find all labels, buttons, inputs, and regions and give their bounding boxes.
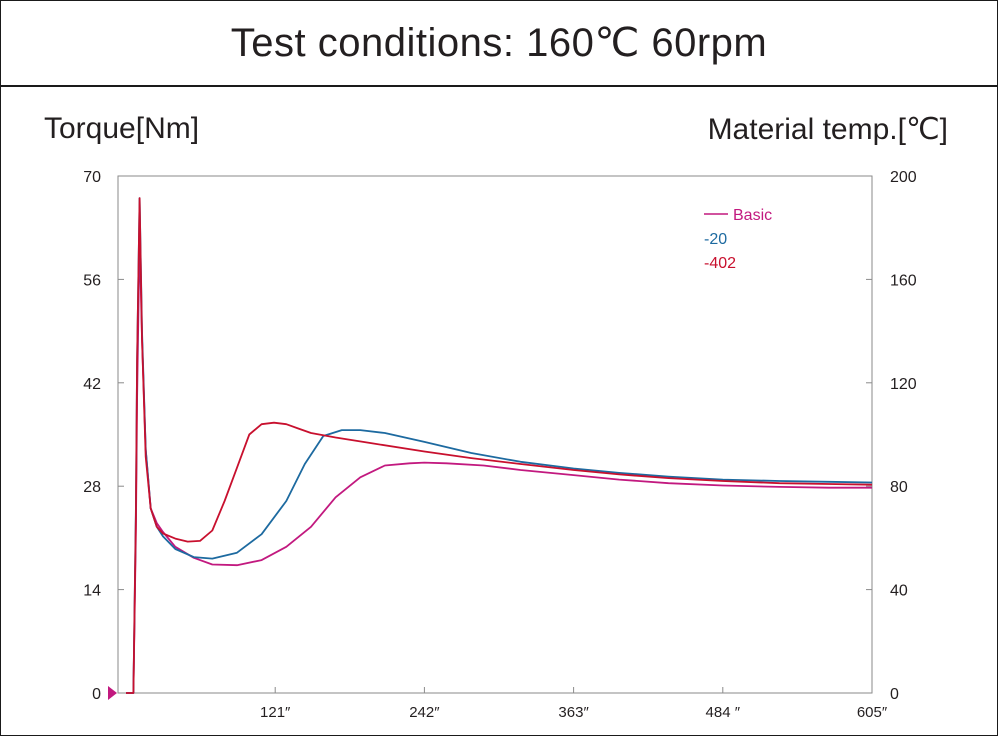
x-tick-label: 484 ″ [706, 704, 741, 721]
legend-label: -20 [704, 231, 727, 248]
left-y-tick-label: 70 [83, 169, 101, 186]
left-y-tick-label: 42 [83, 376, 101, 393]
legend-label: Basic [733, 207, 772, 224]
left-axis-title: Torque[Nm] [44, 112, 200, 145]
x-tick-label: 242″ [409, 704, 440, 721]
right-axis-title: Material temp.[℃] [707, 113, 948, 146]
right-y-tick-label: 40 [890, 583, 908, 600]
right-y-tick-label: 80 [890, 479, 908, 496]
left-y-tick-label: 0 [92, 686, 101, 703]
series-line-3 [126, 197, 873, 694]
right-y-tick-label: 0 [890, 686, 899, 703]
plot-area-border [117, 175, 873, 694]
right-y-tick-label: 160 [890, 272, 917, 289]
left-y-tick-label: 14 [83, 583, 101, 600]
x-tick-label: 363″ [558, 704, 589, 721]
left-y-tick-label: 56 [83, 272, 101, 289]
x-tick-label: 121″ [260, 704, 291, 721]
right-y-tick-label: 200 [890, 169, 917, 186]
right-y-tick-label: 120 [890, 376, 917, 393]
left-y-tick-label: 28 [83, 479, 101, 496]
start-marker-icon [108, 686, 117, 700]
legend-label: -402 [704, 255, 736, 272]
chart-title: Test conditions: 160℃ 60rpm [230, 21, 768, 65]
x-tick-label: 605″ [857, 704, 888, 721]
series-line-2 [126, 197, 873, 694]
title-bar: Test conditions: 160℃ 60rpm [1, 1, 997, 87]
